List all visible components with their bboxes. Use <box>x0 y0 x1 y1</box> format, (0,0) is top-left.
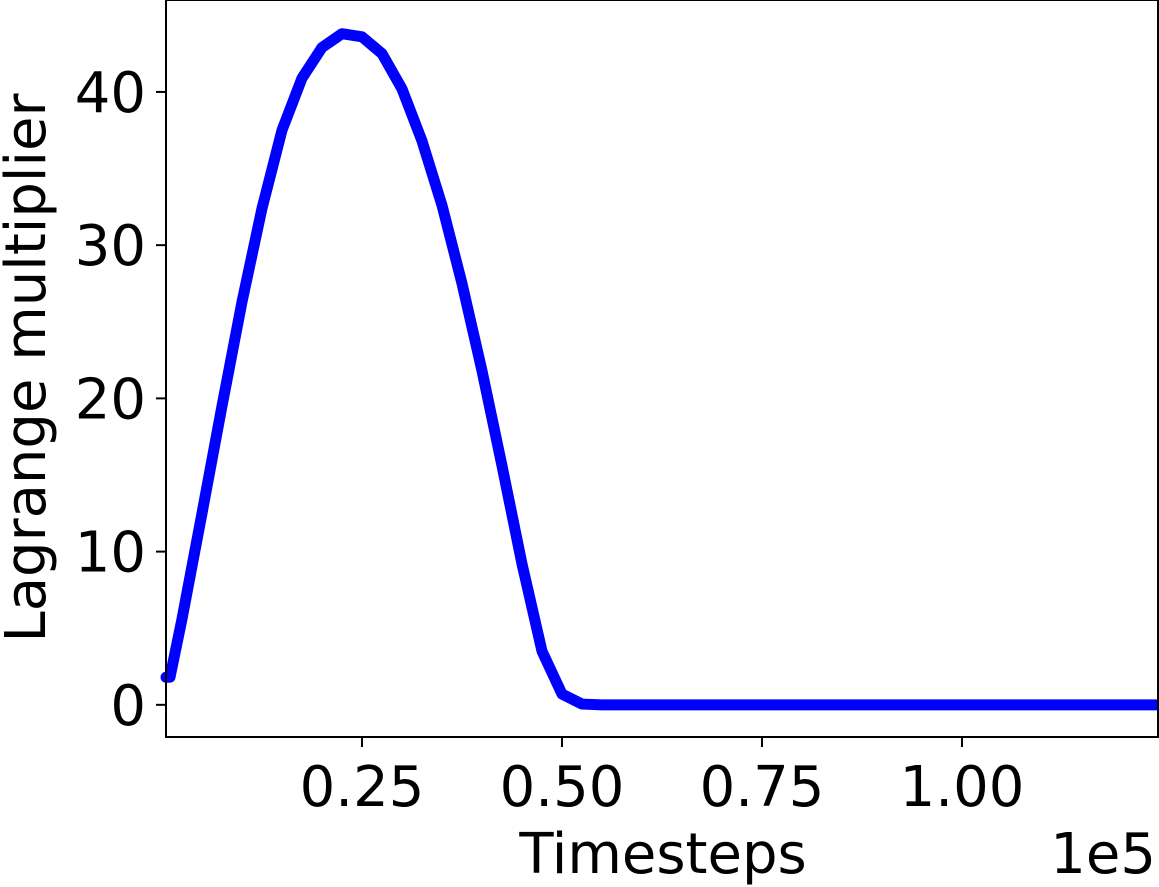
y-tick-label: 20 <box>75 367 146 432</box>
y-tick-label: 40 <box>75 61 146 126</box>
y-tick-label: 30 <box>75 214 146 279</box>
x-axis-label: Timesteps <box>518 822 806 887</box>
chart-axes: 0.25 0.50 0.75 1.00 0 10 20 30 40 <box>75 0 1159 820</box>
x-tick-label: 1.00 <box>900 755 1025 820</box>
x-tick-label: 0.50 <box>500 755 625 820</box>
series-line-0 <box>160 28 1159 711</box>
x-axis-offset-label: 1e5 <box>1050 822 1156 887</box>
y-axis-label: Lagrange multiplier <box>0 93 59 643</box>
plot-frame <box>165 0 1159 738</box>
chart-marks <box>160 28 1159 711</box>
y-tick-label: 10 <box>75 521 146 586</box>
x-tick-label: 0.75 <box>700 755 825 820</box>
x-tick-label: 0.25 <box>300 755 425 820</box>
y-tick-label: 0 <box>110 674 146 739</box>
